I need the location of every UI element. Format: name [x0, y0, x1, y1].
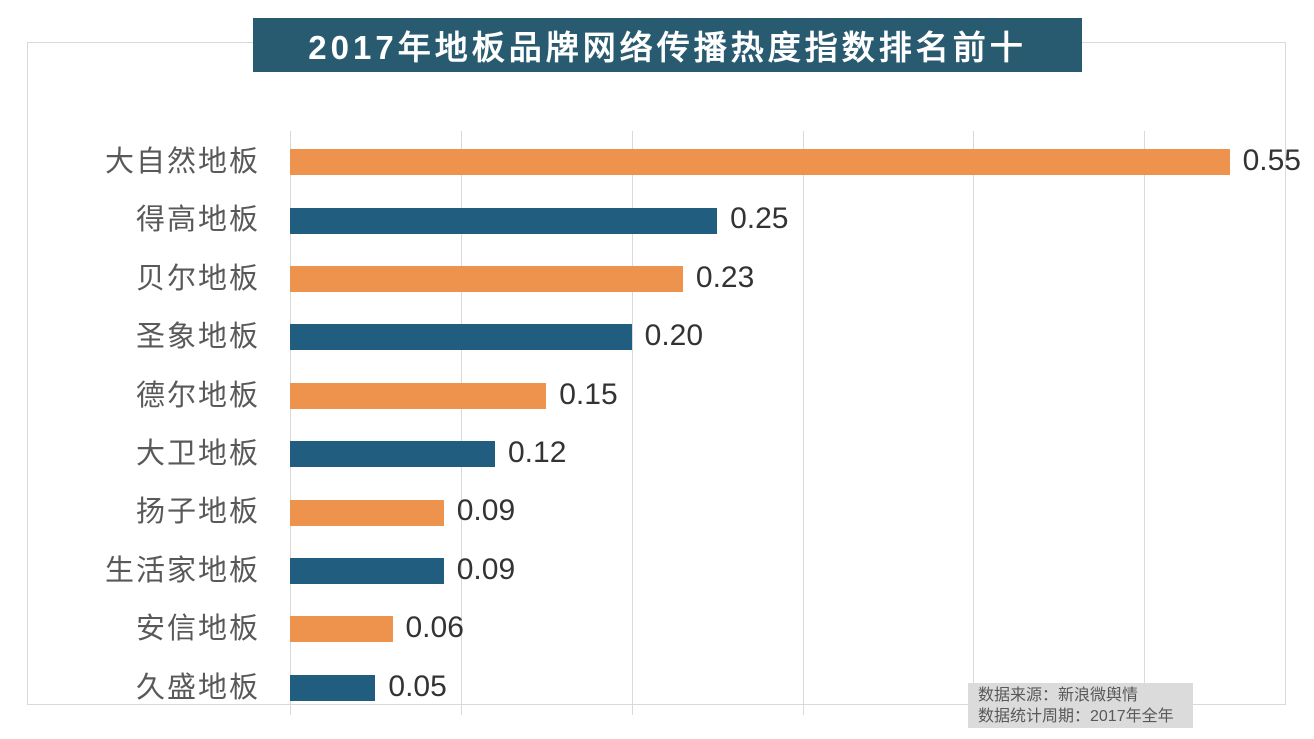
value-label: 0.06 — [405, 611, 464, 645]
value-label: 0.09 — [456, 494, 516, 528]
bar — [290, 499, 444, 526]
bar — [290, 149, 1230, 176]
value-label: 0.12 — [508, 436, 567, 469]
category-label: 德尔地板 — [135, 379, 260, 412]
bar-row: 圣象地板 0.20 — [136, 308, 1314, 366]
gridline-x-0.3 — [802, 131, 804, 715]
chart-title: 2017年地板品牌网络传播热度指数排名前十 — [308, 29, 1027, 66]
chart-title-banner: 2017年地板品牌网络传播热度指数排名前十 — [253, 18, 1082, 72]
bar-row: 大卫地板 0.12 — [136, 425, 1314, 483]
category-label: 大卫地板 — [135, 438, 260, 470]
gridline-x-0.5 — [1144, 131, 1146, 715]
bar-row: 久盛地板 0.05 — [136, 659, 1314, 717]
bar — [290, 265, 683, 292]
gridline-x-0 — [290, 131, 291, 715]
gridline-x-0.2 — [631, 131, 633, 715]
category-label: 大自然地板 — [104, 146, 260, 178]
bar — [290, 382, 547, 409]
source-note-line2: 数据统计周期：2017年全年 — [978, 708, 1174, 725]
gridline-x-0.4 — [973, 131, 975, 715]
category-label: 扬子地板 — [135, 496, 260, 529]
bar — [290, 616, 393, 643]
value-label: 0.23 — [695, 260, 755, 294]
bar — [290, 674, 376, 701]
bar-row: 贝尔地板 0.23 — [136, 250, 1314, 308]
value-label: 0.09 — [456, 552, 516, 586]
bar-row: 得高地板 0.25 — [136, 191, 1314, 249]
value-label: 0.25 — [730, 202, 789, 236]
bar — [290, 557, 444, 584]
source-note: 数据来源：新浪微舆情 数据统计周期：2017年全年 — [968, 683, 1193, 728]
bar — [290, 441, 495, 468]
category-label: 圣象地板 — [135, 321, 260, 354]
bar — [290, 207, 718, 234]
plot-area: 大自然地板 0.55 得高地板 0.25 贝尔地板 0.23 圣象地板 0.20 德尔地板 0.1… — [105, 131, 1314, 717]
bar-row: 德尔地板 0.15 — [136, 367, 1314, 425]
gridline-x-0.1 — [460, 131, 462, 715]
category-label: 安信地板 — [135, 613, 260, 646]
category-label: 久盛地板 — [135, 671, 260, 704]
category-label: 得高地板 — [135, 204, 260, 237]
bar-row: 生活家地板 0.09 — [105, 542, 1314, 600]
source-note-line1: 数据来源：新浪微舆情 — [978, 687, 1139, 704]
value-label: 0.20 — [644, 319, 704, 353]
category-label: 生活家地板 — [104, 554, 260, 587]
value-label: 0.15 — [559, 377, 618, 411]
value-label: 0.55 — [1242, 144, 1301, 177]
bar — [290, 324, 632, 351]
bar-row: 安信地板 0.06 — [136, 600, 1314, 658]
chart-border-box: 大自然地板 0.55 得高地板 0.25 贝尔地板 0.23 圣象地板 0.20 德尔地板 0.1… — [27, 42, 1301, 715]
category-label: 贝尔地板 — [135, 262, 260, 295]
value-label: 0.05 — [388, 669, 447, 703]
bar-row: 大自然地板 0.55 — [105, 133, 1314, 191]
bar-row: 扬子地板 0.09 — [136, 483, 1314, 541]
